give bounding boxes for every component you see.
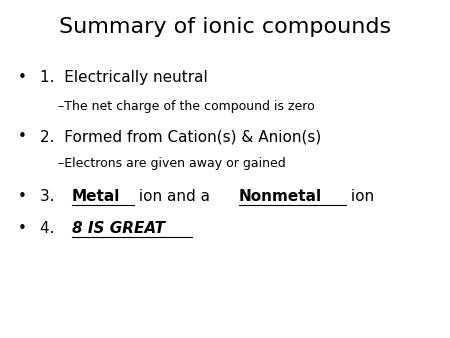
Text: 1.  Electrically neutral: 1. Electrically neutral bbox=[40, 70, 208, 85]
Text: ion and a: ion and a bbox=[135, 189, 215, 203]
Text: –The net charge of the compound is zero: –The net charge of the compound is zero bbox=[58, 100, 315, 113]
Text: •: • bbox=[18, 189, 27, 203]
Text: ion: ion bbox=[346, 189, 374, 203]
Text: •: • bbox=[18, 129, 27, 144]
Text: 2.  Formed from Cation(s) & Anion(s): 2. Formed from Cation(s) & Anion(s) bbox=[40, 129, 322, 144]
Text: 8 IS GREAT: 8 IS GREAT bbox=[72, 221, 165, 236]
Text: Summary of ionic compounds: Summary of ionic compounds bbox=[59, 17, 391, 37]
Text: •: • bbox=[18, 221, 27, 236]
Text: •: • bbox=[18, 70, 27, 85]
Text: Nonmetal: Nonmetal bbox=[239, 189, 322, 203]
Text: 3.: 3. bbox=[40, 189, 65, 203]
Text: Metal: Metal bbox=[72, 189, 120, 203]
Text: 4.: 4. bbox=[40, 221, 65, 236]
Text: –Electrons are given away or gained: –Electrons are given away or gained bbox=[58, 158, 286, 170]
